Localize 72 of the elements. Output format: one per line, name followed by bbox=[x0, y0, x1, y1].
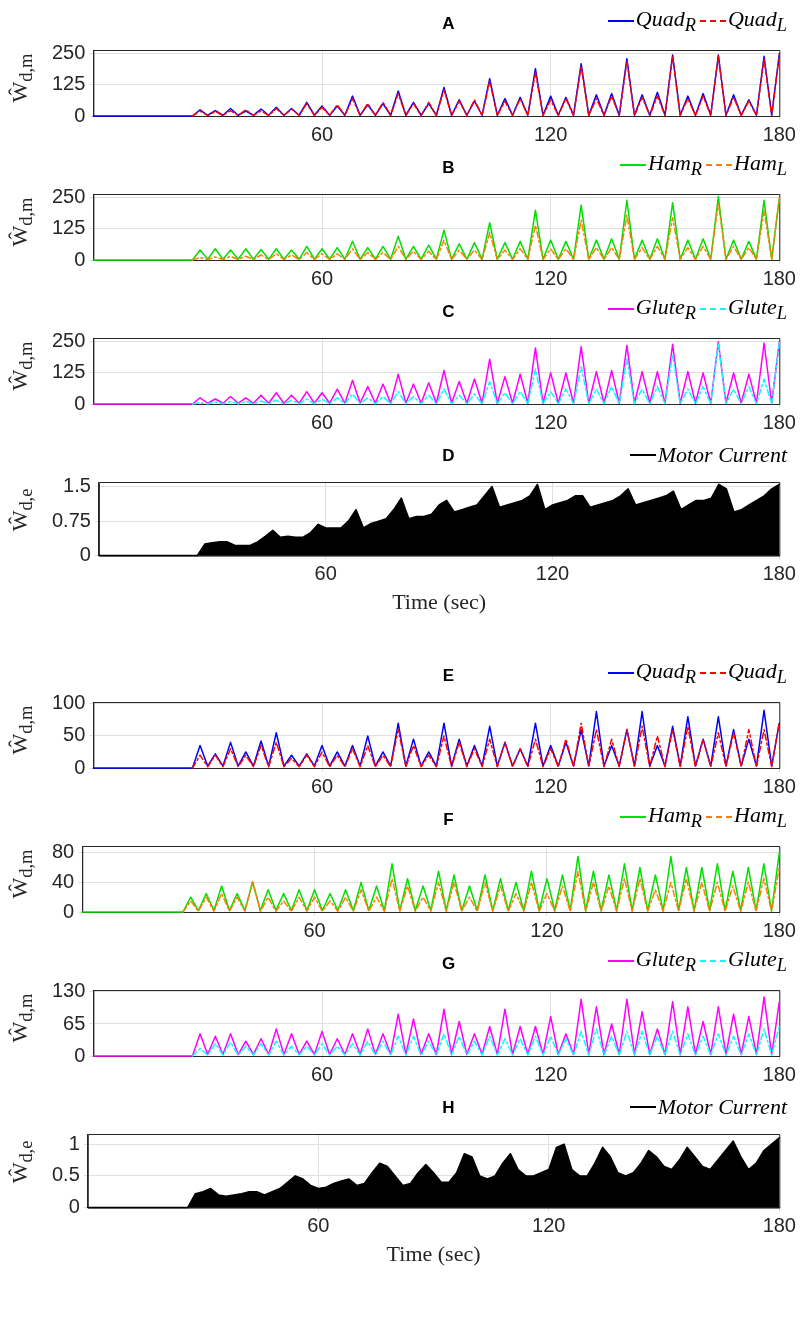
y-tick-label: 125 bbox=[51, 216, 86, 239]
legend-label: Quad$_{L}$ bbox=[727, 657, 787, 688]
x-tick-label: 60 bbox=[310, 1062, 334, 1085]
x-axis-title: Time (sec) bbox=[392, 588, 487, 614]
x-tick-label: 120 bbox=[533, 1062, 568, 1085]
x-tick-label: 180 bbox=[762, 918, 796, 941]
y-tick-label: 0.75 bbox=[51, 508, 91, 531]
x-tick-label: 180 bbox=[762, 122, 796, 145]
chart-title: D bbox=[442, 446, 455, 465]
legend-label: Quad$_{R}$ bbox=[635, 5, 696, 36]
legend-label: Glute$_{R}$ bbox=[635, 293, 696, 324]
y-tick-label: 0 bbox=[74, 1043, 86, 1066]
y-tick-label: 100 bbox=[51, 691, 86, 714]
y-tick-label: 40 bbox=[52, 869, 75, 892]
legend-label: Motor Current bbox=[657, 442, 787, 468]
x-tick-label: 120 bbox=[533, 774, 568, 797]
y-tick-label: 0 bbox=[74, 103, 86, 126]
y-tick-label: 0 bbox=[74, 391, 86, 414]
legend-label: Quad$_{R}$ bbox=[635, 657, 696, 688]
y-tick-label: 1.5 bbox=[63, 474, 91, 497]
y-tick-label: 65 bbox=[63, 1011, 86, 1034]
x-tick-label: 120 bbox=[535, 562, 570, 585]
x-tick-label: 120 bbox=[533, 410, 568, 433]
x-tick-label: 180 bbox=[762, 1062, 796, 1085]
y-tick-label: 0 bbox=[63, 899, 75, 922]
x-tick-label: 60 bbox=[310, 410, 334, 433]
y-tick-label: 125 bbox=[51, 360, 86, 383]
y-tick-label: 0 bbox=[79, 543, 91, 566]
x-tick-label: 180 bbox=[762, 1214, 796, 1237]
y-tick-label: 1 bbox=[68, 1131, 80, 1154]
x-tick-label: 180 bbox=[762, 774, 796, 797]
y-tick-label: 0 bbox=[74, 247, 86, 270]
legend-label: Ham$_{R}$ bbox=[648, 149, 703, 180]
x-tick-label: 60 bbox=[310, 122, 334, 145]
legend-label: Glute$_{R}$ bbox=[635, 945, 696, 976]
x-tick-label: 180 bbox=[762, 562, 796, 585]
legend-label: Ham$_{L}$ bbox=[734, 149, 787, 180]
chart-title: B bbox=[442, 158, 455, 177]
chart-title: G bbox=[441, 954, 456, 973]
x-tick-label: 180 bbox=[762, 266, 796, 289]
x-tick-label: 60 bbox=[310, 774, 334, 797]
legend-label: Motor Current bbox=[657, 1094, 787, 1120]
chart-title: E bbox=[442, 666, 455, 685]
x-axis-title: Time (sec) bbox=[386, 1240, 481, 1266]
chart-title: H bbox=[442, 1098, 455, 1117]
y-tick-label: 250 bbox=[51, 41, 86, 64]
legend-label: Quad$_{L}$ bbox=[727, 5, 787, 36]
x-tick-label: 120 bbox=[533, 266, 568, 289]
legend-label: Ham$_{R}$ bbox=[648, 801, 703, 832]
chart-title: C bbox=[442, 302, 455, 321]
y-tick-label: 80 bbox=[52, 840, 75, 863]
y-tick-label: 0 bbox=[74, 755, 86, 778]
x-tick-label: 120 bbox=[532, 1214, 566, 1237]
y-tick-label: 125 bbox=[51, 72, 86, 95]
legend-label: Ham$_{L}$ bbox=[734, 801, 787, 832]
x-tick-label: 120 bbox=[530, 918, 564, 941]
y-tick-label: 250 bbox=[51, 185, 86, 208]
y-tick-label: 250 bbox=[51, 329, 86, 352]
legend-label: Glute$_{L}$ bbox=[727, 293, 787, 324]
x-tick-label: 120 bbox=[533, 122, 568, 145]
chart-title: A bbox=[442, 14, 455, 33]
x-tick-label: 60 bbox=[303, 918, 326, 941]
x-tick-label: 180 bbox=[762, 410, 796, 433]
y-tick-label: 130 bbox=[51, 979, 86, 1002]
y-tick-label: 0.5 bbox=[51, 1163, 80, 1186]
x-tick-label: 60 bbox=[307, 1214, 330, 1237]
legend-label: Glute$_{L}$ bbox=[727, 945, 787, 976]
y-tick-label: 50 bbox=[63, 723, 86, 746]
y-tick-label: 0 bbox=[68, 1195, 80, 1218]
x-tick-label: 60 bbox=[310, 266, 334, 289]
x-tick-label: 60 bbox=[314, 562, 337, 585]
chart-title: F bbox=[443, 810, 454, 829]
